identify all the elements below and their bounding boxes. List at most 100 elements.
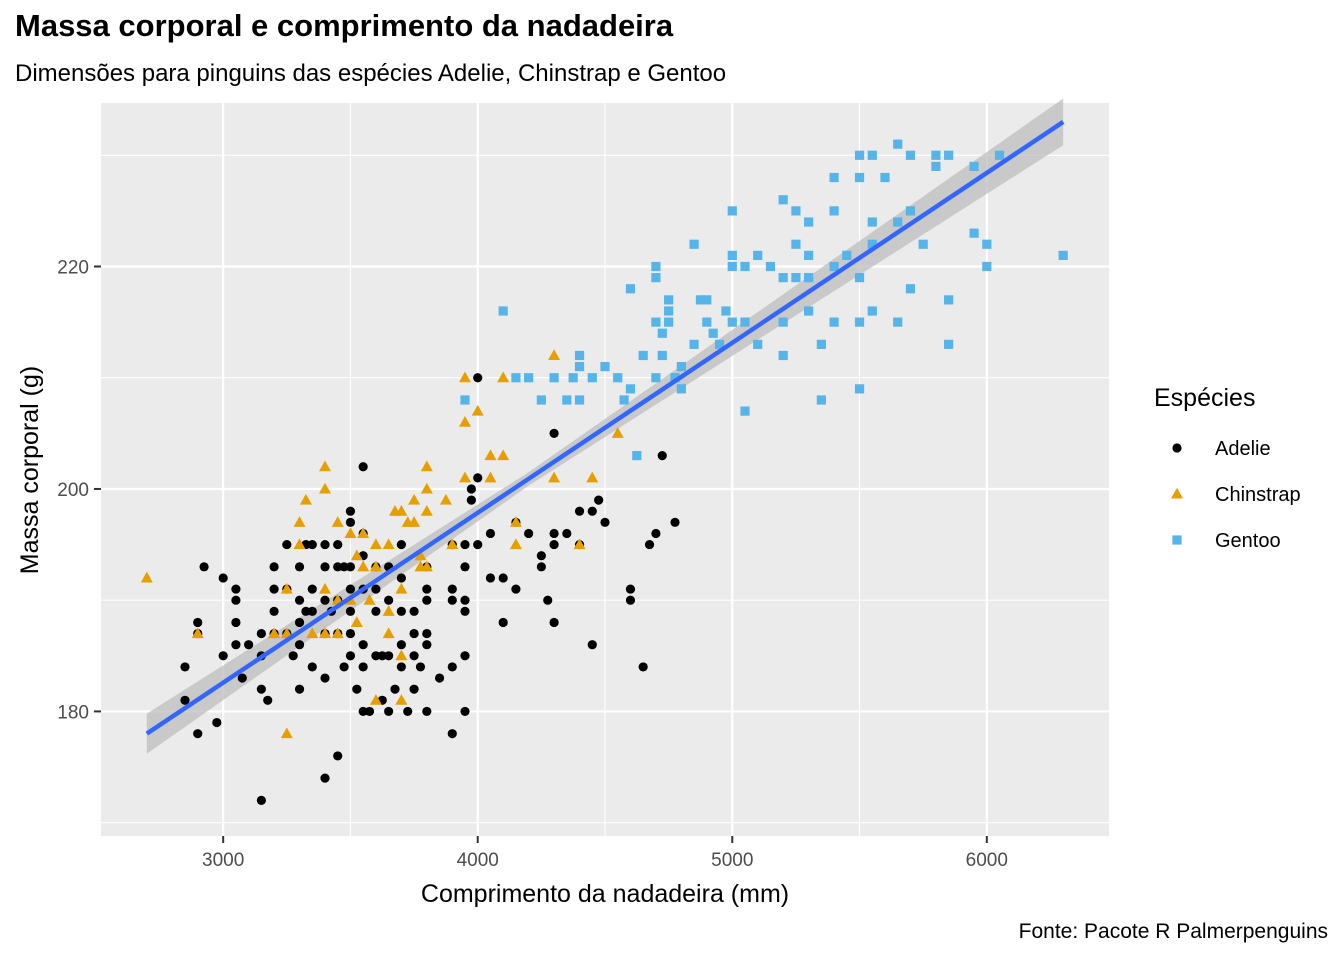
data-point-adelie bbox=[269, 584, 279, 594]
data-point-gentoo bbox=[804, 250, 814, 260]
data-point-adelie bbox=[498, 617, 508, 628]
x-axis-title: Comprimento da nadadeira (mm) bbox=[421, 880, 789, 908]
data-point-gentoo bbox=[944, 150, 954, 160]
data-point-chinstrap bbox=[280, 582, 293, 594]
data-point-adelie bbox=[345, 562, 356, 572]
data-point-adelie bbox=[320, 562, 330, 572]
data-point-chinstrap bbox=[484, 449, 497, 461]
data-point-chinstrap bbox=[439, 493, 452, 505]
data-point-adelie bbox=[384, 651, 394, 661]
data-point-gentoo bbox=[944, 339, 954, 349]
data-point-adelie bbox=[212, 717, 222, 728]
data-point-chinstrap bbox=[331, 516, 344, 527]
data-point-gentoo bbox=[905, 206, 916, 216]
data-point-adelie bbox=[307, 606, 317, 616]
data-point-gentoo bbox=[778, 195, 788, 205]
data-point-chinstrap bbox=[509, 538, 522, 550]
data-point-chinstrap bbox=[548, 349, 561, 360]
data-point-adelie bbox=[218, 651, 228, 661]
data-point-chinstrap bbox=[357, 560, 370, 572]
data-point-adelie bbox=[657, 450, 667, 461]
data-point-gentoo bbox=[657, 350, 667, 361]
data-point-chinstrap bbox=[344, 527, 357, 538]
y-tick-label: 200 bbox=[57, 480, 89, 501]
data-point-adelie bbox=[409, 651, 419, 661]
data-point-adelie bbox=[307, 584, 317, 594]
data-point-gentoo bbox=[689, 339, 699, 349]
data-point-gentoo bbox=[524, 373, 534, 383]
data-point-gentoo bbox=[727, 250, 737, 260]
data-point-adelie bbox=[422, 595, 432, 605]
data-point-gentoo bbox=[651, 317, 661, 327]
data-point-adelie bbox=[460, 562, 470, 572]
data-point-gentoo bbox=[632, 450, 642, 461]
data-point-chinstrap bbox=[420, 460, 433, 472]
data-point-chinstrap bbox=[459, 371, 471, 383]
data-point-adelie bbox=[282, 539, 292, 550]
data-point-gentoo bbox=[664, 306, 674, 316]
x-tick-label: 5000 bbox=[711, 850, 753, 871]
data-point-gentoo bbox=[778, 273, 788, 283]
data-point-gentoo bbox=[778, 317, 788, 327]
x-tick-label: 4000 bbox=[457, 850, 499, 871]
data-point-gentoo bbox=[867, 150, 877, 160]
data-point-gentoo bbox=[740, 406, 750, 416]
data-point-adelie bbox=[543, 595, 553, 605]
data-point-gentoo bbox=[931, 161, 941, 172]
data-point-gentoo bbox=[842, 250, 852, 260]
data-point-gentoo bbox=[829, 172, 839, 183]
data-point-chinstrap bbox=[459, 416, 471, 427]
data-point-chinstrap bbox=[319, 460, 331, 472]
data-point-gentoo bbox=[791, 273, 801, 283]
y-axis-title: Massa corporal (g) bbox=[16, 366, 44, 574]
data-point-chinstrap bbox=[357, 527, 370, 538]
data-point-gentoo bbox=[460, 395, 470, 405]
data-point-gentoo bbox=[854, 150, 865, 160]
data-point-adelie bbox=[320, 673, 330, 683]
axis-ticks: 3000 4000 5000 6000 180 200 220 bbox=[57, 258, 1008, 871]
data-point-adelie bbox=[333, 751, 343, 761]
legend-key-chinstrap bbox=[1171, 487, 1183, 499]
data-point-gentoo bbox=[727, 206, 737, 216]
data-point-gentoo bbox=[791, 239, 801, 249]
data-point-gentoo bbox=[670, 373, 680, 383]
data-point-chinstrap bbox=[586, 471, 599, 483]
data-point-chinstrap bbox=[420, 505, 433, 516]
chart-caption: Fonte: Pacote R Palmerpenguins bbox=[1018, 920, 1328, 943]
data-point-gentoo bbox=[657, 328, 667, 338]
data-point-gentoo bbox=[829, 206, 839, 216]
data-point-adelie bbox=[345, 606, 356, 616]
data-point-adelie bbox=[218, 573, 228, 583]
data-point-chinstrap bbox=[548, 471, 561, 483]
data-point-adelie bbox=[422, 584, 432, 594]
data-point-adelie bbox=[345, 506, 356, 516]
data-point-adelie bbox=[294, 562, 305, 572]
points-layer bbox=[140, 139, 1068, 806]
data-point-gentoo bbox=[651, 373, 661, 383]
data-point-adelie bbox=[409, 606, 419, 616]
legend-label: Gentoo bbox=[1215, 530, 1281, 552]
data-point-gentoo bbox=[676, 362, 686, 372]
data-point-adelie bbox=[422, 628, 432, 639]
data-point-gentoo bbox=[613, 373, 623, 383]
data-point-chinstrap bbox=[319, 482, 331, 494]
chart-title: Massa corporal e comprimento da nadadeir… bbox=[15, 8, 674, 43]
data-point-gentoo bbox=[829, 261, 839, 272]
data-point-adelie bbox=[307, 539, 317, 550]
data-point-chinstrap bbox=[369, 560, 382, 572]
legend-key-gentoo bbox=[1172, 535, 1182, 545]
data-point-adelie bbox=[511, 584, 521, 594]
legend: Espécies Adelie Chinstrap Gentoo bbox=[1154, 384, 1301, 552]
data-point-adelie bbox=[562, 528, 572, 539]
data-point-chinstrap bbox=[509, 516, 522, 527]
x-tick-label: 3000 bbox=[202, 850, 244, 871]
data-point-chinstrap bbox=[459, 471, 471, 483]
data-point-adelie bbox=[339, 562, 349, 572]
data-point-adelie bbox=[231, 617, 241, 628]
data-point-adelie bbox=[231, 640, 241, 650]
data-point-gentoo bbox=[721, 306, 731, 316]
data-point-adelie bbox=[345, 517, 356, 527]
major-gridlines bbox=[101, 103, 1109, 836]
data-point-adelie bbox=[231, 595, 241, 605]
